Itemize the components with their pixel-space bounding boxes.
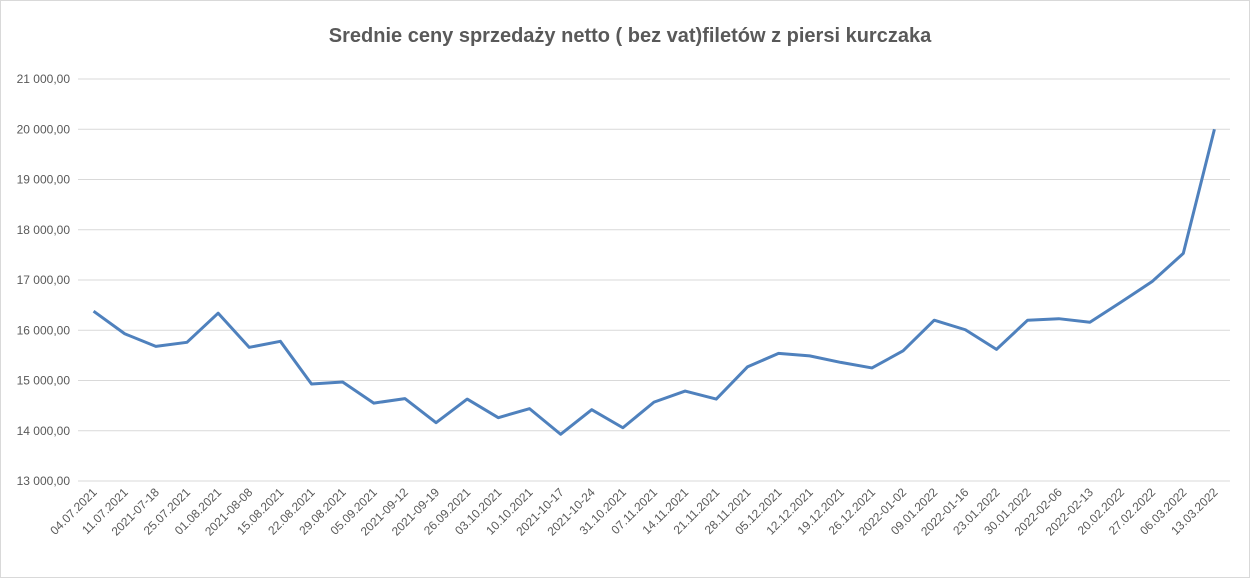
y-tick-label: 21 000,00 [17,72,71,86]
y-tick-label: 19 000,00 [17,173,71,187]
y-tick-label: 15 000,00 [17,374,71,388]
y-tick-label: 20 000,00 [17,122,71,136]
y-tick-label: 18 000,00 [17,223,71,237]
data-line [92,128,1216,436]
y-tick-label: 13 000,00 [17,474,71,488]
y-tick-label: 16 000,00 [17,323,71,337]
chart-title: Srednie ceny sprzedaży netto ( bez vat)f… [329,25,932,47]
y-tick-label: 14 000,00 [17,424,71,438]
y-tick-label: 17 000,00 [17,273,71,287]
